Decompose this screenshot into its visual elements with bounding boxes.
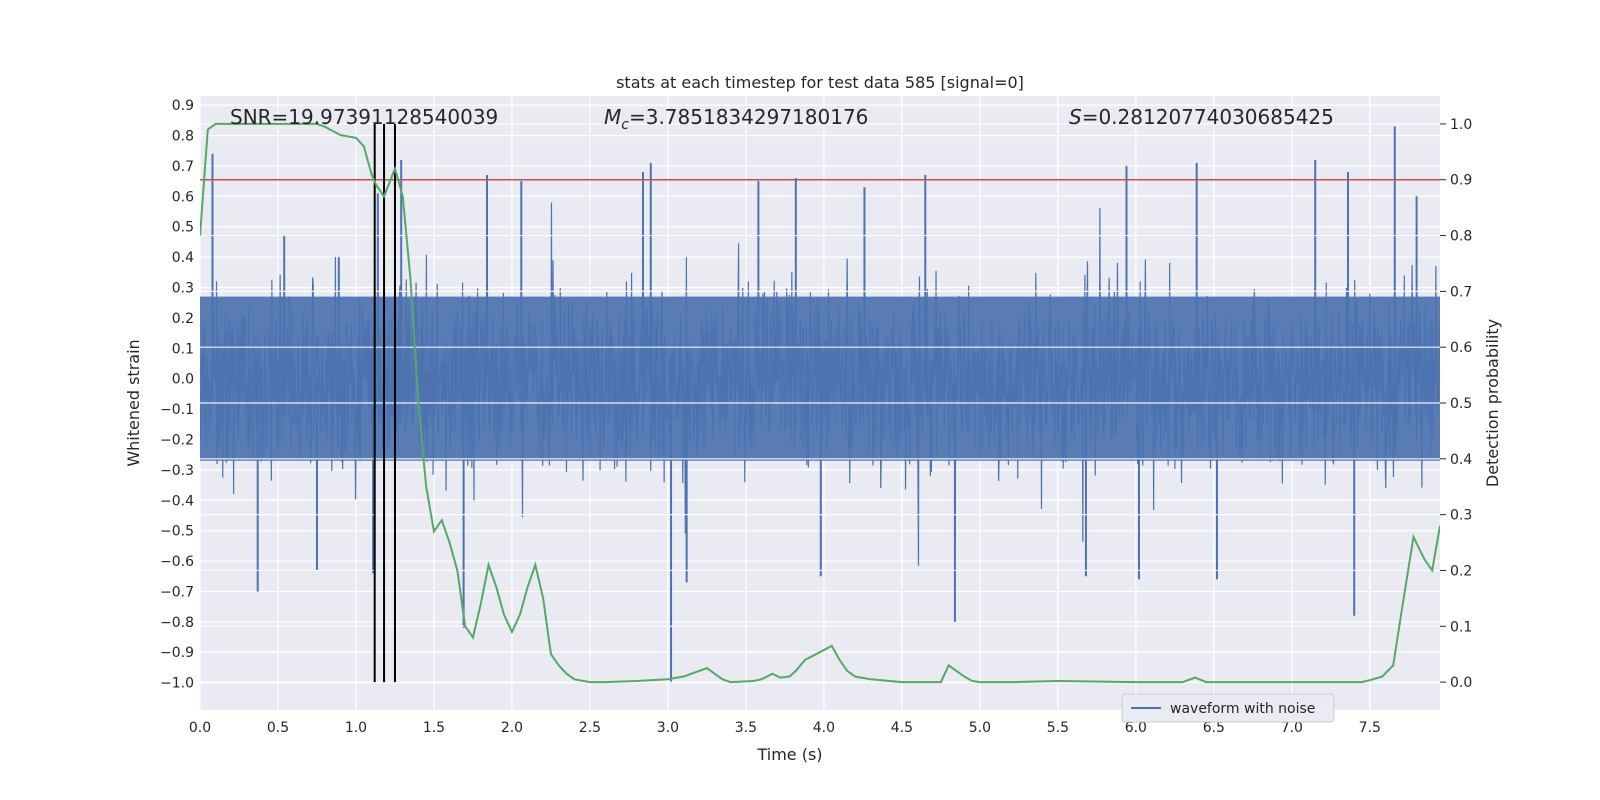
y-tick-label: 0.6 xyxy=(172,189,194,205)
snr-annotation: SNR=19.97391128540039 xyxy=(230,105,498,129)
y-tick-label: −0.7 xyxy=(160,584,194,600)
s-annotation: S=0.28120774030685425 xyxy=(1069,105,1334,129)
y2-tick-label: 0.5 xyxy=(1450,396,1472,412)
y-tick-label: 0.0 xyxy=(172,372,194,388)
y2-tick-label: 0.4 xyxy=(1450,452,1472,468)
x-tick-label: 3.0 xyxy=(657,720,679,736)
y-tick-label: 0.1 xyxy=(172,341,194,357)
y-tick-label: 0.5 xyxy=(172,220,194,236)
x-tick-label: 2.0 xyxy=(501,720,523,736)
mc-value: =3.7851834297180176 xyxy=(629,105,868,129)
x-tick-label: 5.5 xyxy=(1047,720,1069,736)
y-tick-label: −0.3 xyxy=(160,463,194,479)
y2-tick-label: 0.2 xyxy=(1450,563,1472,579)
mc-symbol: M xyxy=(604,105,621,129)
y-tick-label: −0.4 xyxy=(160,493,194,509)
legend: waveform with noise xyxy=(1121,693,1335,723)
y2-tick-label: 0.8 xyxy=(1450,229,1472,245)
ticks: 0.0 0.5 1.0 1.5 2.0 2.5 3.0 3.5 4.0 4.5 5.0 5.5 6.0 6… xyxy=(160,98,1472,736)
plot-area xyxy=(200,122,1440,684)
y2-tick-label: 0.9 xyxy=(1450,173,1472,189)
y-tick-label: −1.0 xyxy=(160,676,194,692)
y2-tick-label: 0.1 xyxy=(1450,619,1472,635)
x-tick-label: 0.5 xyxy=(267,720,289,736)
x-tick-label: 6.0 xyxy=(1125,720,1147,736)
y-tick-label: −0.5 xyxy=(160,524,194,540)
chart-title: stats at each timestep for test data 585… xyxy=(616,73,1024,92)
y2-tick-label: 0.6 xyxy=(1450,340,1472,356)
x-tick-label: 1.0 xyxy=(345,720,367,736)
y-tick-label: −0.1 xyxy=(160,402,194,418)
x-tick-label: 5.0 xyxy=(969,720,991,736)
x-tick-label: 4.0 xyxy=(813,720,835,736)
y2-tick-label: 1.0 xyxy=(1450,117,1472,133)
y2-tick-label: 0.3 xyxy=(1450,508,1472,524)
y-tick-label: −0.9 xyxy=(160,645,194,661)
y-tick-label: 0.7 xyxy=(172,159,194,175)
probability-line xyxy=(200,122,1440,684)
y2-axis-label: Detection probability xyxy=(1483,319,1502,487)
plot-content xyxy=(200,122,1440,684)
x-tick-label: 7.0 xyxy=(1281,720,1303,736)
x-axis-label: Time (s) xyxy=(756,745,822,764)
s-symbol: S xyxy=(1069,105,1082,129)
y2-tick-label: 0.7 xyxy=(1450,284,1472,300)
y2-tick-label: 0.0 xyxy=(1450,675,1472,691)
s-value: =0.28120774030685425 xyxy=(1082,105,1334,129)
y-axis-label: Whitened strain xyxy=(124,339,143,466)
y-tick-label: 0.9 xyxy=(172,98,194,114)
x-tick-label: 0.0 xyxy=(189,720,211,736)
y-tick-label: 0.3 xyxy=(172,280,194,296)
y-tick-label: −0.8 xyxy=(160,615,194,631)
legend-label: waveform with noise xyxy=(1170,701,1315,717)
y-tick-label: 0.8 xyxy=(172,129,194,145)
y-tick-label: 0.2 xyxy=(172,311,194,327)
y-tick-label: −0.6 xyxy=(160,554,194,570)
chirp-mass-annotation: Mc=3.7851834297180176 xyxy=(604,105,868,133)
x-tick-label: 6.5 xyxy=(1203,720,1225,736)
x-tick-label: 1.5 xyxy=(423,720,445,736)
x-tick-label: 7.5 xyxy=(1359,720,1381,736)
x-tick-label: 2.5 xyxy=(579,720,601,736)
mc-subscript: c xyxy=(621,117,629,133)
y-tick-label: 0.4 xyxy=(172,250,194,266)
y-tick-label: −0.2 xyxy=(160,432,194,448)
legend-box xyxy=(1121,693,1335,723)
x-tick-label: 4.5 xyxy=(891,720,913,736)
x-tick-label: 3.5 xyxy=(735,720,757,736)
